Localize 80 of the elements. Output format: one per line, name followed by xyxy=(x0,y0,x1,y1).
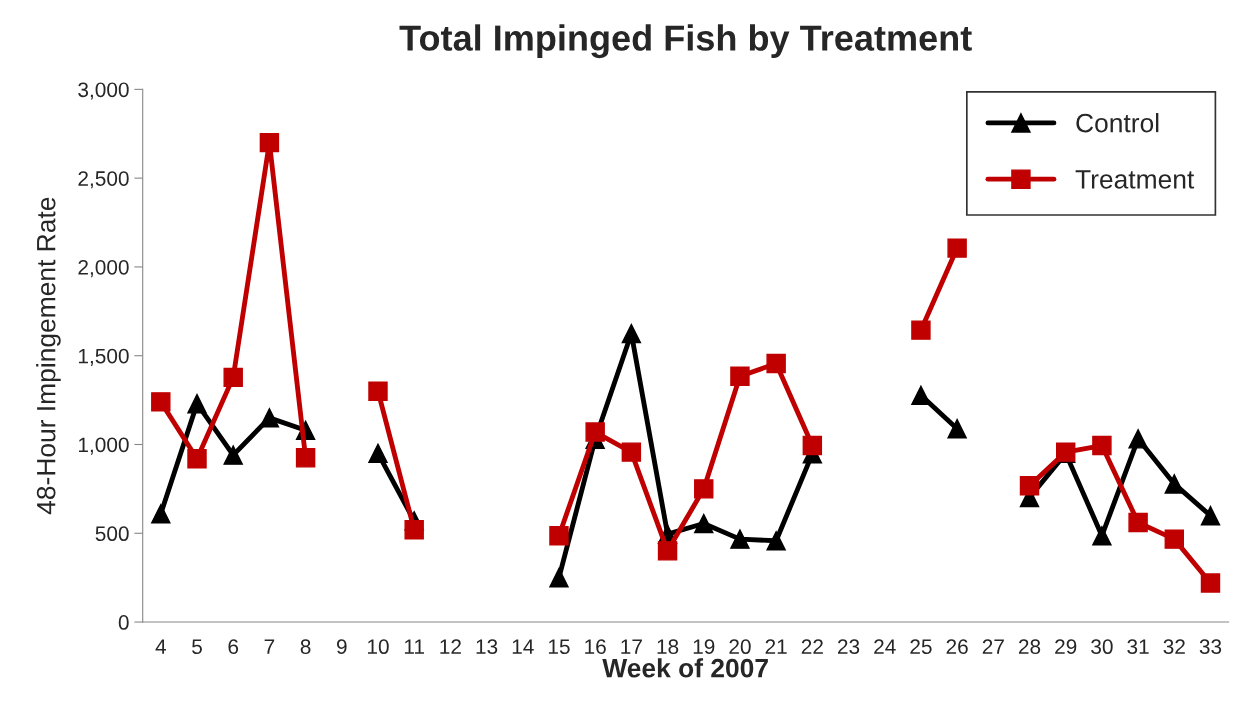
x-tick-label: 32 xyxy=(1163,639,1185,655)
point xyxy=(802,435,823,456)
point xyxy=(730,529,750,549)
point xyxy=(223,445,243,465)
point xyxy=(368,381,388,401)
point xyxy=(549,526,569,546)
x-tick-label: 24 xyxy=(874,639,896,654)
point xyxy=(1092,435,1112,456)
point xyxy=(947,418,967,439)
y-tick-label: 2,500 xyxy=(78,171,129,189)
x-tick-label: 29 xyxy=(1055,639,1077,655)
x-tick-label: 5 xyxy=(192,639,202,655)
x-tick-label: 25 xyxy=(910,639,932,655)
point xyxy=(1019,475,1040,496)
x-tick-label: 30 xyxy=(1091,639,1113,655)
legend-label: Treatment xyxy=(1075,170,1195,189)
point xyxy=(1128,429,1148,449)
y-tick-label: 1,500 xyxy=(78,348,129,366)
point xyxy=(404,519,424,540)
chart-title: Total Impinged Fish by Treatment xyxy=(399,24,972,59)
x-tick-label: 15 xyxy=(548,639,570,655)
x-tick-label: 21 xyxy=(765,639,787,654)
x-tick-label: 22 xyxy=(801,639,823,654)
point xyxy=(585,422,605,442)
point xyxy=(657,541,678,561)
point xyxy=(1164,529,1185,549)
x-tick-label: 19 xyxy=(693,639,715,655)
point xyxy=(766,353,786,374)
point xyxy=(368,443,388,464)
x-tick-label: 9 xyxy=(336,639,347,655)
x-tick-label: 33 xyxy=(1199,639,1222,655)
y-tick-label: 500 xyxy=(95,526,129,542)
point xyxy=(151,392,171,412)
point xyxy=(151,504,171,524)
x-tick-label: 23 xyxy=(838,639,860,655)
x-tick-label: 14 xyxy=(512,639,534,654)
point xyxy=(621,323,642,344)
x-tick-label: 7 xyxy=(264,639,275,654)
point xyxy=(911,320,931,340)
point xyxy=(259,132,280,153)
y-tick-label: 1,000 xyxy=(78,437,129,455)
y-axis-title: 48-Hour Impingement Rate xyxy=(36,197,61,515)
point xyxy=(694,479,714,499)
point xyxy=(187,393,207,414)
x-tick-label: 6 xyxy=(228,639,239,655)
point xyxy=(947,238,967,258)
point xyxy=(766,531,786,551)
point xyxy=(694,513,714,534)
x-tick-label: 16 xyxy=(585,639,606,655)
y-tick-label: 0 xyxy=(118,615,129,630)
x-tick-label: 27 xyxy=(982,639,1004,654)
point xyxy=(1092,526,1112,546)
x-tick-label: 10 xyxy=(367,639,389,655)
x-tick-label: 17 xyxy=(621,639,642,654)
point xyxy=(730,366,750,387)
y-tick-label: 3,000 xyxy=(78,82,129,100)
x-tick-label: 28 xyxy=(1018,639,1041,655)
point xyxy=(1200,573,1221,593)
point xyxy=(1128,512,1148,533)
x-tick-label: 18 xyxy=(657,639,679,655)
point xyxy=(187,448,207,469)
x-tick-label: 31 xyxy=(1127,639,1149,655)
x-tick-label: 20 xyxy=(729,639,751,655)
point xyxy=(295,448,316,468)
point xyxy=(1200,505,1221,526)
x-tick-label: 4 xyxy=(155,639,166,654)
x-tick-label: 26 xyxy=(946,639,968,655)
legend-label: Control xyxy=(1076,113,1159,133)
point xyxy=(1164,474,1185,494)
x-tick-label: 13 xyxy=(476,639,498,655)
point xyxy=(621,442,642,462)
point xyxy=(549,567,569,588)
x-tick-label: 12 xyxy=(440,639,461,654)
x-tick-label: 8 xyxy=(300,639,311,655)
x-tick-label: 11 xyxy=(404,639,424,654)
point xyxy=(223,367,243,388)
point xyxy=(911,385,931,406)
x-axis-title: Week of 2007 xyxy=(602,658,768,678)
point xyxy=(259,408,280,428)
y-tick-label: 2,000 xyxy=(78,259,129,278)
